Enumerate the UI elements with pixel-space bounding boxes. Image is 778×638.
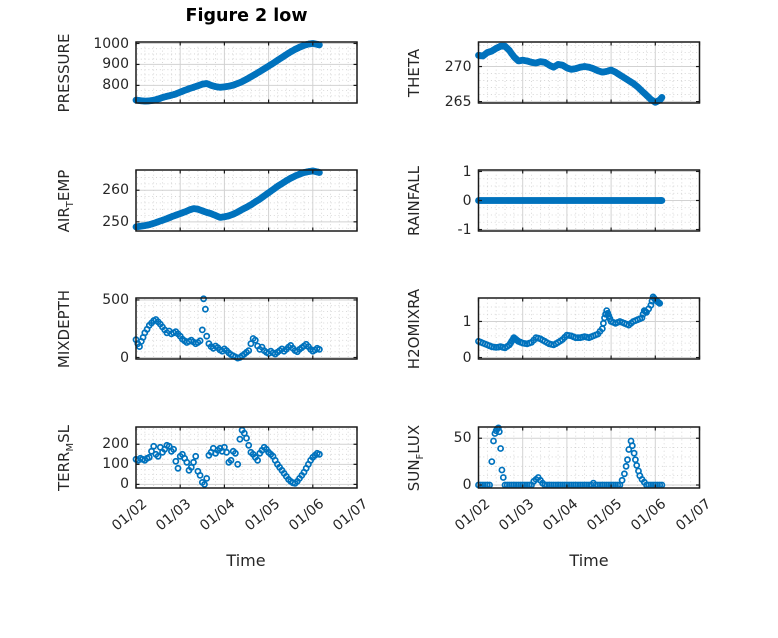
y-tick-label: 270 xyxy=(444,58,472,75)
x-axis-label-right: Time xyxy=(569,551,609,570)
minor-grid xyxy=(137,43,356,102)
subplot-mixdepth xyxy=(132,295,358,362)
axes-box xyxy=(477,297,701,360)
y-tick-label: 50 xyxy=(453,430,472,447)
y-tick-label: 1000 xyxy=(93,35,129,52)
y-axis-label: SUNFLUX xyxy=(405,424,426,491)
x-axis-label-left: Time xyxy=(226,551,266,570)
y-tick-label: 1 xyxy=(462,163,472,180)
subplot-h2omixra xyxy=(475,293,701,360)
subplot-mixdepth-markers xyxy=(132,295,323,362)
subplot-sun_flux xyxy=(475,424,701,489)
y-tick-label: -1 xyxy=(457,221,472,238)
minor-grid xyxy=(479,171,699,230)
y-tick-label: 500 xyxy=(102,292,129,308)
subplot-rainfall xyxy=(475,169,701,232)
subplot-h2omixra-markers xyxy=(475,293,664,352)
tick-marks xyxy=(135,298,358,359)
y-tick-label: 1 xyxy=(462,313,472,330)
y-tick-label: 250 xyxy=(102,213,129,230)
y-tick-label: 0 xyxy=(462,349,472,366)
subplot-air_temp-markers xyxy=(132,167,323,231)
axes-box xyxy=(477,426,701,489)
y-axis-label: TERRMSL xyxy=(55,424,76,491)
y-tick-label: 0 xyxy=(120,349,129,366)
y-tick-label: 200 xyxy=(102,436,129,453)
tick-marks xyxy=(477,170,701,231)
tick-marks xyxy=(135,170,358,231)
subplot-terr_msl xyxy=(132,426,358,489)
tick-marks xyxy=(135,427,358,488)
figure-2-low: Figure 2 low 800 900 1000 PRESSURE 265 270 THE… xyxy=(55,6,714,570)
tick-marks xyxy=(477,298,701,359)
figure-title: Figure 2 low xyxy=(185,6,308,26)
axes-box xyxy=(135,169,358,232)
axes-box xyxy=(135,426,358,489)
subplot-theta-markers xyxy=(475,42,666,106)
y-tick-label: 0 xyxy=(462,477,472,493)
y-tick-label: 0 xyxy=(120,476,129,493)
major-grid xyxy=(136,170,357,231)
y-tick-label: 265 xyxy=(444,93,472,110)
y-tick-label: 900 xyxy=(102,56,129,73)
plots-canvas xyxy=(132,40,701,489)
subplot-theta xyxy=(475,41,701,106)
axes-box xyxy=(477,41,701,104)
axes-box xyxy=(135,297,358,360)
y-tick-label: 100 xyxy=(102,456,129,473)
subplot-terr_msl-markers xyxy=(132,426,323,488)
minor-grid xyxy=(479,299,699,358)
tick-marks xyxy=(135,42,358,103)
major-grid xyxy=(136,42,357,103)
minor-grid xyxy=(137,171,356,230)
tick-marks xyxy=(477,427,701,488)
y-tick-label: 260 xyxy=(102,182,129,199)
major-grid xyxy=(478,298,700,359)
subplot-pressure xyxy=(132,40,358,105)
subplot-air_temp xyxy=(132,167,358,232)
subplot-rainfall-markers xyxy=(475,197,666,204)
y-tick-label: 0 xyxy=(462,192,472,209)
y-tick-label: 800 xyxy=(102,77,129,94)
minor-grid xyxy=(479,428,699,487)
axes-box xyxy=(135,41,358,104)
tick-marks xyxy=(477,42,701,103)
